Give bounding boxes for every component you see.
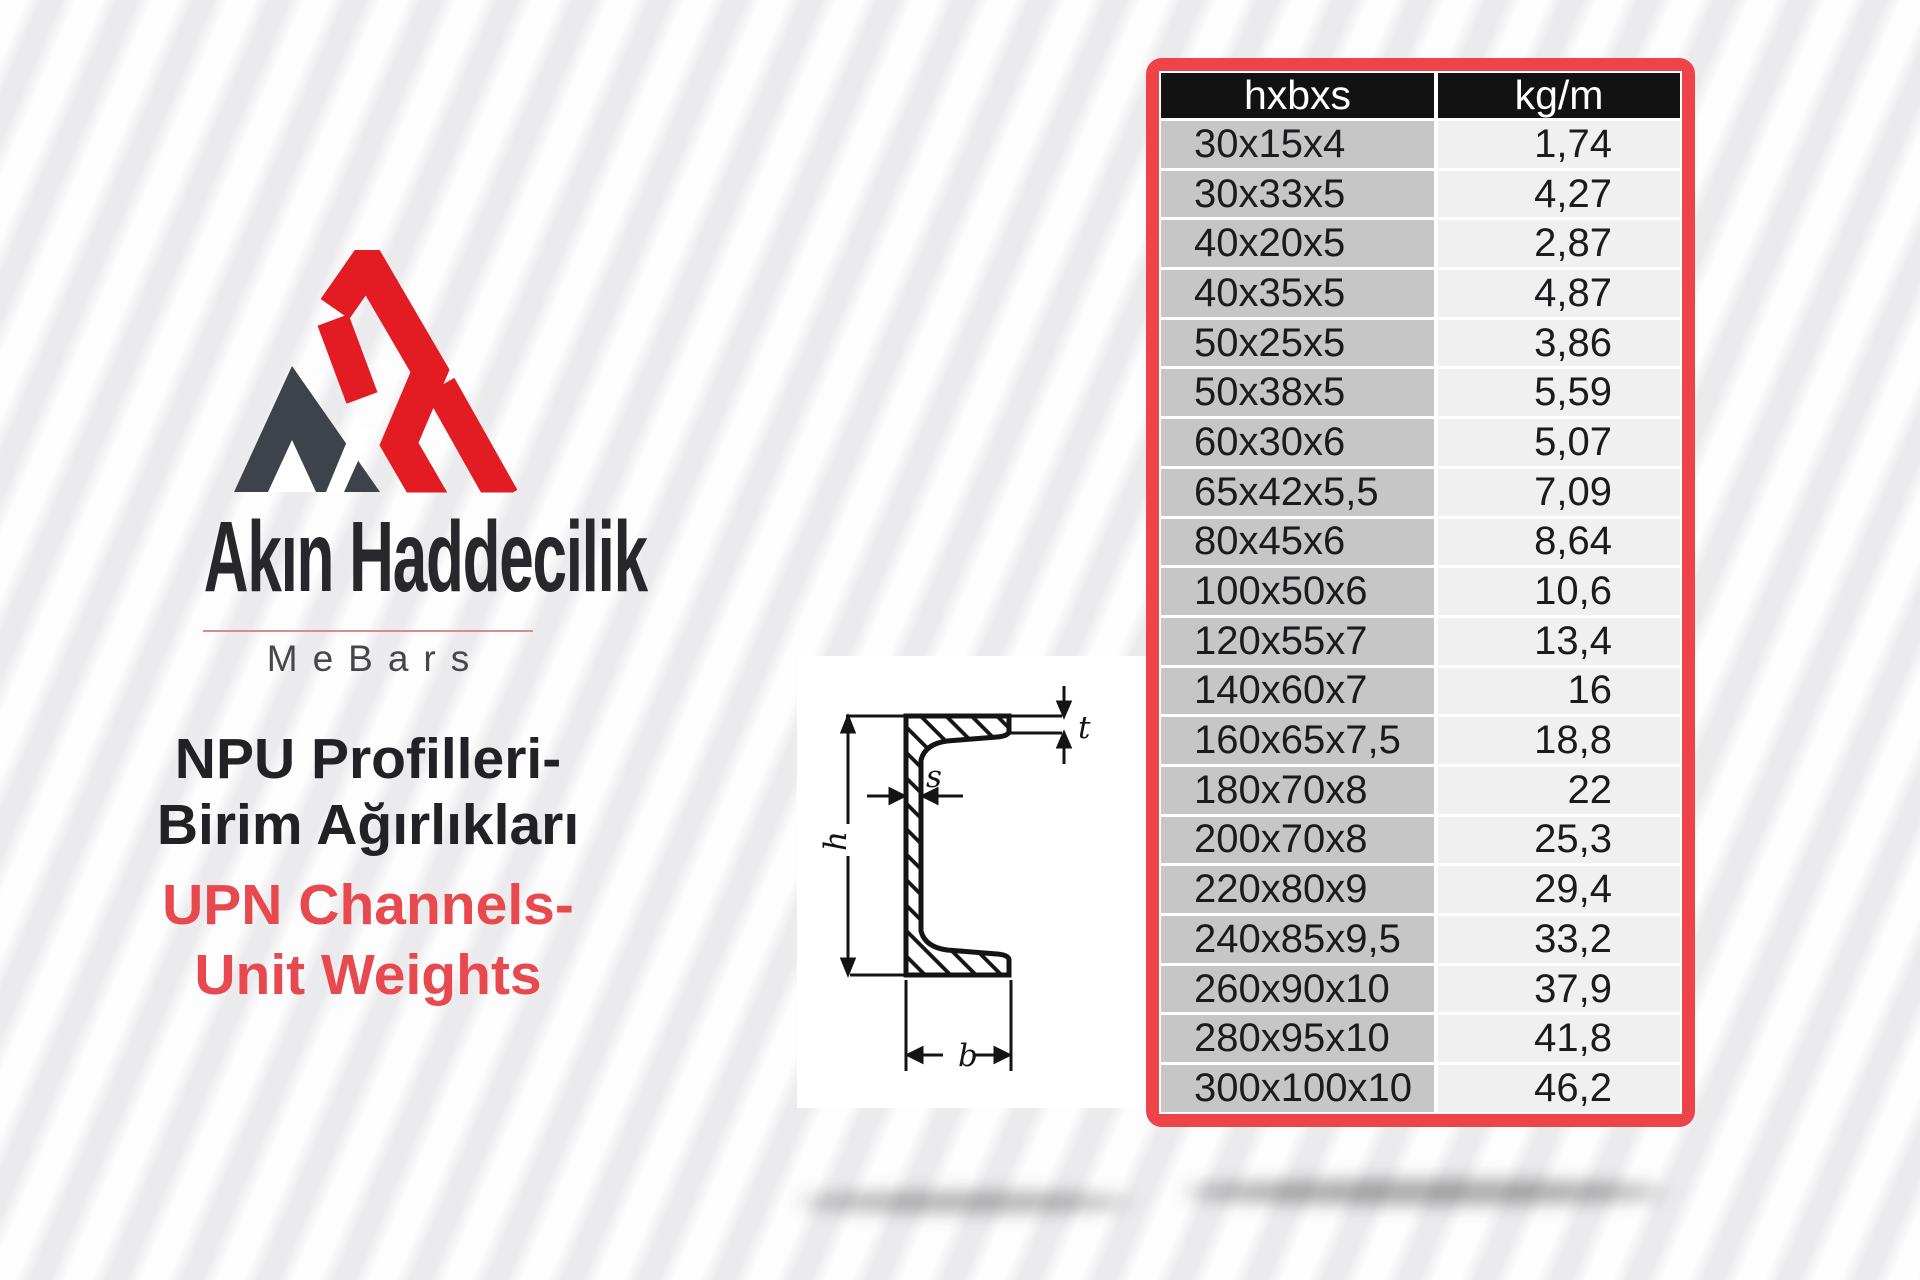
- unit-weight-cell: 33,2: [1438, 916, 1680, 963]
- profile-size-cell: 160x65x7,5: [1161, 717, 1434, 764]
- profile-size-cell: 200x70x8: [1161, 816, 1434, 864]
- unit-weight-cell: 1,74: [1438, 121, 1680, 168]
- profile-size-cell: 30x33x5: [1161, 170, 1434, 218]
- profile-size-cell: 300x100x10: [1161, 1065, 1434, 1112]
- title-line-en-2: Unit Weights: [194, 943, 542, 1007]
- profile-size-cell: 120x55x7: [1161, 617, 1434, 665]
- unit-weight-cell: 7,09: [1438, 468, 1680, 516]
- unit-weights-table-frame: hxbxs kg/m 30x15x4 1,74 30x33x5 4,27 40x20x5…: [1146, 58, 1695, 1127]
- profile-size-cell: 220x80x9: [1161, 866, 1434, 913]
- unit-weight-cell: 25,3: [1438, 816, 1680, 864]
- title-line-tr-1: NPU Profilleri-: [174, 727, 562, 791]
- page-title: NPU Profilleri- Birim Ağırlıkları UPN Ch…: [40, 726, 696, 1010]
- profile-size-cell: 60x30x6: [1161, 419, 1434, 466]
- profile-size-cell: 30x15x4: [1161, 121, 1434, 168]
- unit-weight-cell: 41,8: [1438, 1015, 1680, 1063]
- company-name: Akın Haddecilik: [203, 501, 648, 613]
- weights-table: hxbxs kg/m 30x15x4 1,74 30x33x5 4,27 40x20x5…: [1159, 71, 1682, 1114]
- profile-size-cell: 40x20x5: [1161, 220, 1434, 268]
- profile-size-cell: 100x50x6: [1161, 568, 1434, 615]
- unit-weight-cell: 16: [1438, 667, 1680, 715]
- profile-size-cell: 260x90x10: [1161, 965, 1434, 1013]
- unit-weight-cell: 29,4: [1438, 866, 1680, 913]
- dim-label-s: s: [926, 759, 942, 795]
- unit-weight-cell: 18,8: [1438, 717, 1680, 764]
- profile-size-cell: 80x45x6: [1161, 518, 1434, 566]
- title-line-en-1: UPN Channels-: [162, 873, 574, 937]
- unit-weight-cell: 2,87: [1438, 220, 1680, 268]
- table-shadow: [1185, 1180, 1665, 1204]
- company-logo: [234, 250, 518, 493]
- diagram-panel-shadow: [800, 1192, 1130, 1212]
- unit-weight-cell: 10,6: [1438, 568, 1680, 615]
- unit-weight-cell: 46,2: [1438, 1065, 1680, 1112]
- channel-outline: [903, 713, 1012, 978]
- unit-weight-cell: 4,27: [1438, 170, 1680, 218]
- unit-weight-cell: 22: [1438, 766, 1680, 814]
- profile-size-cell: 280x95x10: [1161, 1015, 1434, 1063]
- profile-size-cell: 50x38x5: [1161, 369, 1434, 417]
- unit-weight-cell: 5,59: [1438, 369, 1680, 417]
- company-subtitle: MeBars: [266, 638, 485, 679]
- dim-label-b: b: [958, 1038, 978, 1074]
- unit-weight-cell: 8,64: [1438, 518, 1680, 566]
- brand-divider-line: [203, 630, 533, 632]
- unit-weight-cell: 13,4: [1438, 617, 1680, 665]
- unit-weight-cell: 4,87: [1438, 270, 1680, 317]
- logo-letter-a: [234, 366, 380, 492]
- dim-label-t: t: [1078, 710, 1091, 746]
- upn-section-diagram-panel: h s t b: [797, 656, 1146, 1108]
- profile-size-cell: 40x35x5: [1161, 270, 1434, 317]
- unit-weight-cell: 5,07: [1438, 419, 1680, 466]
- unit-weight-cell: 3,86: [1438, 319, 1680, 367]
- dim-label-h: h: [818, 831, 854, 851]
- unit-weight-cell: 37,9: [1438, 965, 1680, 1013]
- column-header-weight: kg/m: [1438, 72, 1680, 118]
- profile-size-cell: 140x60x7: [1161, 667, 1434, 715]
- profile-size-cell: 180x70x8: [1161, 766, 1434, 814]
- profile-size-cell: 65x42x5,5: [1161, 468, 1434, 516]
- upn-cross-section-diagram: h s t b: [818, 686, 1091, 1074]
- logo-red-chevrons: [317, 250, 518, 493]
- title-line-tr-2: Birim Ağırlıkları: [156, 793, 580, 857]
- column-header-size: hxbxs: [1161, 72, 1434, 118]
- profile-size-cell: 240x85x9,5: [1161, 916, 1434, 963]
- profile-size-cell: 50x25x5: [1161, 319, 1434, 367]
